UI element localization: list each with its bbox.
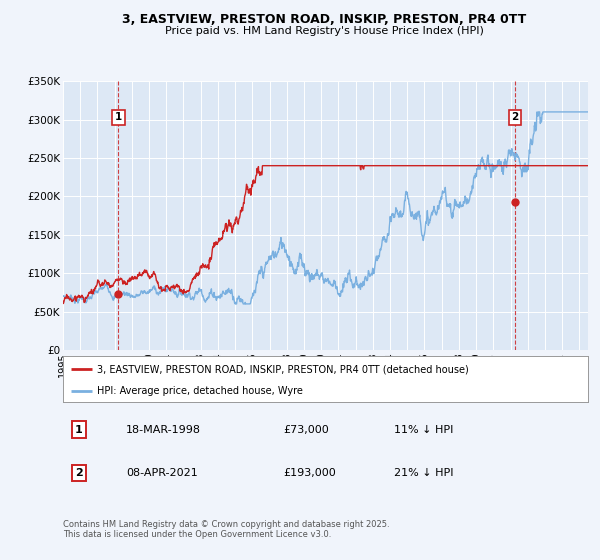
Text: 1: 1 (75, 425, 83, 435)
Text: 3, EASTVIEW, PRESTON ROAD, INSKIP, PRESTON, PR4 0TT (detached house): 3, EASTVIEW, PRESTON ROAD, INSKIP, PREST… (97, 364, 469, 374)
Text: 21% ↓ HPI: 21% ↓ HPI (394, 468, 453, 478)
Text: 18-MAR-1998: 18-MAR-1998 (126, 425, 201, 435)
Text: 3, EASTVIEW, PRESTON ROAD, INSKIP, PRESTON, PR4 0TT: 3, EASTVIEW, PRESTON ROAD, INSKIP, PREST… (122, 13, 526, 26)
Text: 1: 1 (115, 113, 122, 123)
Text: £73,000: £73,000 (284, 425, 329, 435)
Text: £193,000: £193,000 (284, 468, 336, 478)
Text: 2: 2 (75, 468, 83, 478)
Text: Contains HM Land Registry data © Crown copyright and database right 2025.
This d: Contains HM Land Registry data © Crown c… (63, 520, 389, 539)
Text: 11% ↓ HPI: 11% ↓ HPI (394, 425, 453, 435)
Text: 2: 2 (512, 113, 519, 123)
Text: 08-APR-2021: 08-APR-2021 (126, 468, 198, 478)
Text: Price paid vs. HM Land Registry's House Price Index (HPI): Price paid vs. HM Land Registry's House … (164, 26, 484, 36)
Text: HPI: Average price, detached house, Wyre: HPI: Average price, detached house, Wyre (97, 386, 303, 395)
